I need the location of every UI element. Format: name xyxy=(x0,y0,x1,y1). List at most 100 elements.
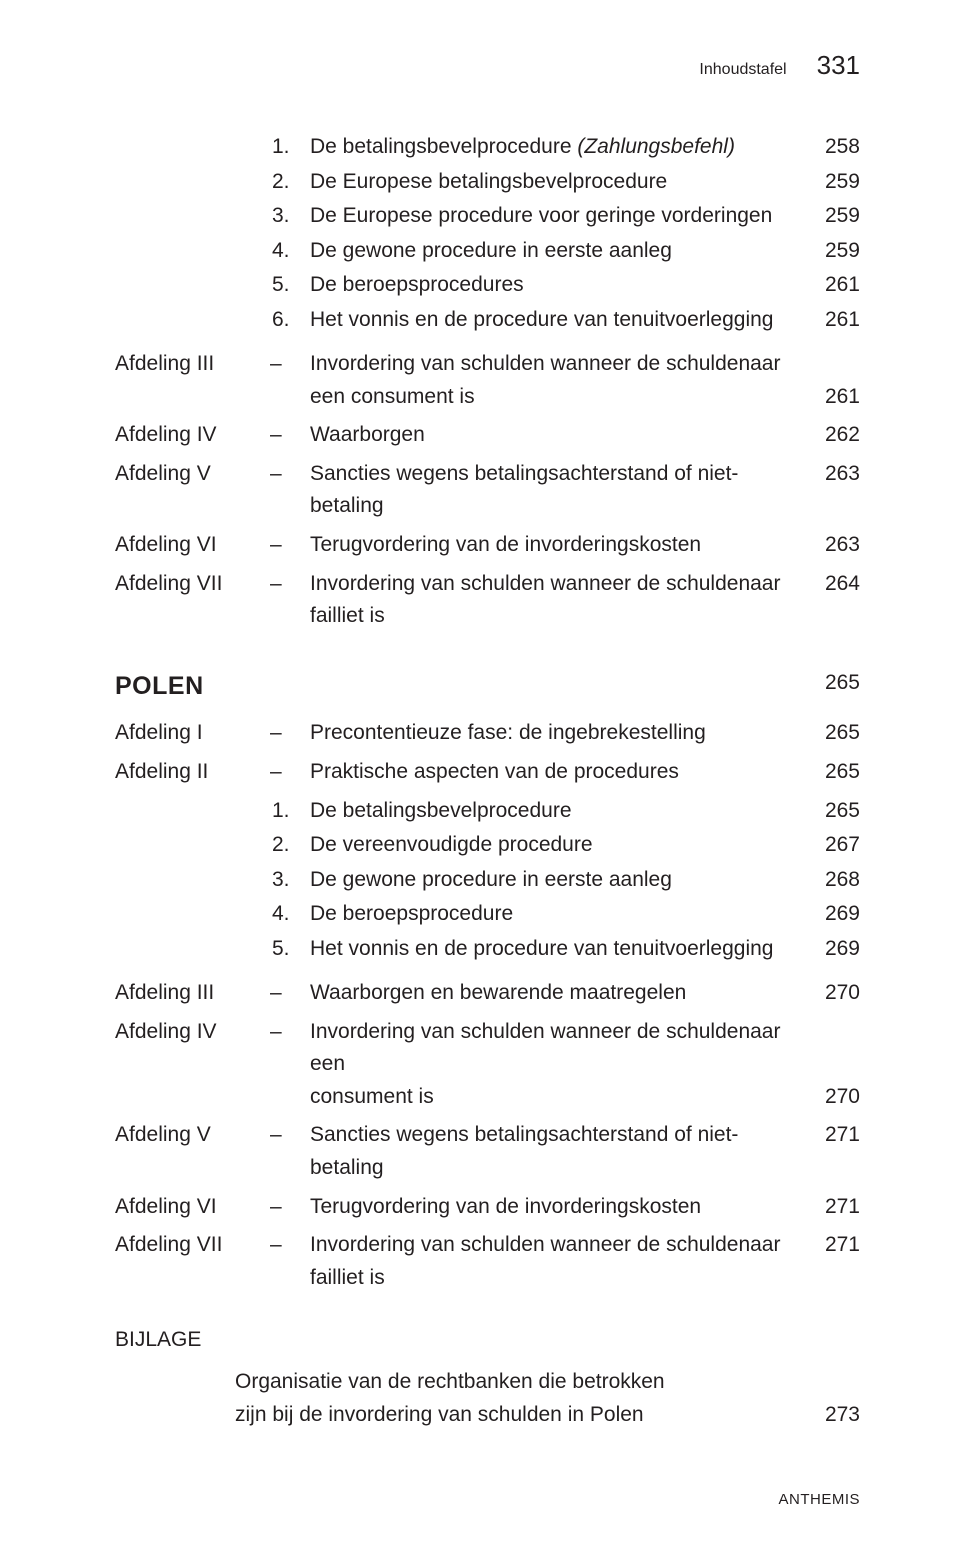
toc-afdeling-row: Afdeling II–Praktische aspecten van de p… xyxy=(115,756,860,789)
afdeling-text: Invordering van schulden wanneer de schu… xyxy=(310,1016,805,1114)
afdeling-text: Invordering van schulden wanneer de schu… xyxy=(310,348,805,413)
toc-page: 258 xyxy=(805,131,860,164)
afdeling-label: Afdeling VI xyxy=(115,529,270,562)
afdeling-label: Afdeling VI xyxy=(115,1191,270,1224)
toc-page: 261 xyxy=(805,381,860,414)
afdeling-text-line: Invordering van schulden wanneer de schu… xyxy=(310,348,793,381)
afdeling-text: Waarborgen xyxy=(310,419,805,452)
section-2-list: 1.De betalingsbevelprocedure2652.De vere… xyxy=(115,795,860,966)
toc-page: 271 xyxy=(805,1119,860,1152)
toc-number-col: 6. xyxy=(115,304,310,337)
toc-number: 6. xyxy=(272,304,310,337)
afdeling-text: Terugvordering van de invorderingskosten xyxy=(310,529,805,562)
toc-page: 259 xyxy=(805,200,860,233)
toc-page: 261 xyxy=(805,304,860,337)
toc-label: De beroepsprocedures xyxy=(310,269,805,302)
toc-numbered-row: 1.De betalingsbevelprocedure265 xyxy=(115,795,860,828)
afdeling-text: Sancties wegens betalingsachterstand of … xyxy=(310,1119,805,1184)
toc-number: 5. xyxy=(272,933,310,966)
toc-afdeling-row: Afdeling I–Precontentieuze fase: de inge… xyxy=(115,717,860,750)
toc-label-text: De Europese betalingsbevelprocedure xyxy=(310,170,667,193)
toc-page: 267 xyxy=(805,829,860,862)
country-row: POLEN 265 xyxy=(115,667,860,706)
afdeling-text: Waarborgen en bewarende maatregelen xyxy=(310,977,805,1010)
toc-afdeling-row: Afdeling IV–Waarborgen262 xyxy=(115,419,860,452)
toc-number-col: 5. xyxy=(115,933,310,966)
toc-number-col: 3. xyxy=(115,864,310,897)
bijlage-line1: Organisatie van de rechtbanken die betro… xyxy=(235,1366,860,1399)
toc-page: 265 xyxy=(805,717,860,750)
toc-number: 4. xyxy=(272,898,310,931)
afdeling-label: Afdeling II xyxy=(115,756,270,789)
dash-separator: – xyxy=(270,1191,310,1224)
afdeling-label: Afdeling I xyxy=(115,717,270,750)
toc-afdeling-row: Afdeling VI–Terugvordering van de invord… xyxy=(115,1191,860,1224)
afdeling-block-2b: Afdeling III–Waarborgen en bewarende maa… xyxy=(115,977,860,1294)
toc-numbered-row: 6.Het vonnis en de procedure van tenuitv… xyxy=(115,304,860,337)
header-page-number: 331 xyxy=(817,50,860,81)
country-page: 265 xyxy=(805,667,860,700)
toc-page: 263 xyxy=(805,458,860,491)
bijlage-label: BIJLAGE xyxy=(115,1328,860,1352)
toc-afdeling-row: Afdeling VII–Invordering van schulden wa… xyxy=(115,568,860,633)
dash-separator: – xyxy=(270,1016,310,1049)
toc-number-col: 1. xyxy=(115,795,310,828)
toc-page: 269 xyxy=(805,933,860,966)
toc-page: 268 xyxy=(805,864,860,897)
dash-separator: – xyxy=(270,568,310,601)
toc-label: Het vonnis en de procedure van tenuitvoe… xyxy=(310,933,805,966)
bijlage-line2: zijn bij de invordering van schulden in … xyxy=(235,1399,805,1432)
afdeling-label: Afdeling IV xyxy=(115,419,270,452)
toc-page: 259 xyxy=(805,235,860,268)
toc-afdeling-row: Afdeling VI–Terugvordering van de invord… xyxy=(115,529,860,562)
dash-separator: – xyxy=(270,1119,310,1152)
toc-afdeling-row: Afdeling III–Invordering van schulden wa… xyxy=(115,348,860,413)
dash-separator: – xyxy=(270,717,310,750)
toc-number: 1. xyxy=(272,795,310,828)
afdeling-label: Afdeling III xyxy=(115,348,270,381)
afdeling-label: Afdeling III xyxy=(115,977,270,1010)
afdeling-label: Afdeling V xyxy=(115,1119,270,1152)
toc-label: De Europese procedure voor geringe vorde… xyxy=(310,200,805,233)
toc-numbered-row: 2.De Europese betalingsbevelprocedure259 xyxy=(115,166,860,199)
afdeling-text: Invordering van schulden wanneer de schu… xyxy=(310,1229,805,1294)
country-name: POLEN xyxy=(115,667,805,706)
toc-afdeling-row: Afdeling VII–Invordering van schulden wa… xyxy=(115,1229,860,1294)
toc-number-col: 4. xyxy=(115,235,310,268)
toc-label: De gewone procedure in eerste aanleg xyxy=(310,864,805,897)
toc-number: 1. xyxy=(272,131,310,164)
dash-separator: – xyxy=(270,1229,310,1262)
afdeling-label: Afdeling VII xyxy=(115,568,270,601)
toc-page: 262 xyxy=(805,419,860,452)
toc-numbered-row: 2.De vereenvoudigde procedure267 xyxy=(115,829,860,862)
toc-number: 3. xyxy=(272,864,310,897)
toc-label: Het vonnis en de procedure van tenuitvoe… xyxy=(310,304,805,337)
afdeling-text-line: consument is xyxy=(310,1081,793,1114)
toc-numbered-row: 1.De betalingsbevelprocedure (Zahlungsbe… xyxy=(115,131,860,164)
afdeling-text: Praktische aspecten van de procedures xyxy=(310,756,805,789)
afdeling-block-2a: Afdeling I–Precontentieuze fase: de inge… xyxy=(115,717,860,788)
toc-numbered-row: 5.Het vonnis en de procedure van tenuitv… xyxy=(115,933,860,966)
dash-separator: – xyxy=(270,419,310,452)
dash-separator: – xyxy=(270,348,310,381)
toc-label: De vereenvoudigde procedure xyxy=(310,829,805,862)
dash-separator: – xyxy=(270,756,310,789)
toc-label: De beroepsprocedure xyxy=(310,898,805,931)
toc-page: 259 xyxy=(805,166,860,199)
toc-numbered-row: 5.De beroepsprocedures261 xyxy=(115,269,860,302)
afdeling-text: Invordering van schulden wanneer de schu… xyxy=(310,568,805,633)
toc-number-col: 1. xyxy=(115,131,310,164)
toc-number: 2. xyxy=(272,829,310,862)
toc-label: De Europese betalingsbevelprocedure xyxy=(310,166,805,199)
page-header: Inhoudstafel 331 xyxy=(115,50,860,81)
toc-page: 271 xyxy=(805,1229,860,1262)
afdeling-text: Terugvordering van de invorderingskosten xyxy=(310,1191,805,1224)
toc-number: 4. xyxy=(272,235,310,268)
publisher-footer: ANTHEMIS xyxy=(115,1491,860,1508)
toc-number-col: 2. xyxy=(115,829,310,862)
toc-number-col: 5. xyxy=(115,269,310,302)
toc-label: De betalingsbevelprocedure (Zahlungsbefe… xyxy=(310,131,805,164)
toc-number: 5. xyxy=(272,269,310,302)
toc-page: 270 xyxy=(805,977,860,1010)
toc-page: 271 xyxy=(805,1191,860,1224)
